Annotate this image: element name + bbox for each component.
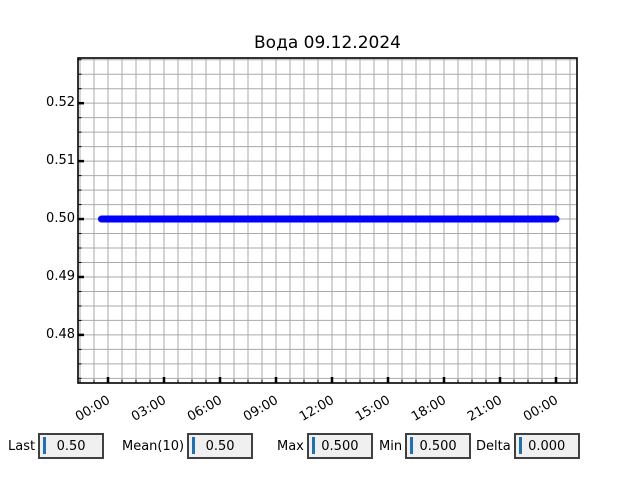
y-tick-label: 0.50 (46, 211, 75, 227)
mean-label: Mean(10) (122, 438, 185, 454)
max-label: Max (277, 438, 304, 454)
delta-value: 0.000 (528, 438, 566, 454)
delta-label: Delta (476, 438, 511, 454)
text-cursor-icon (192, 437, 196, 454)
min-value: 0.500 (419, 438, 457, 454)
stats-bar: Last 0.50 Mean(10) 0.50 Max 0.500 Min (0, 433, 640, 460)
delta-entry[interactable]: 0.000 (513, 433, 580, 459)
last-entry[interactable]: 0.50 (38, 433, 105, 459)
mean-value: 0.50 (205, 438, 235, 454)
stat-group-delta: Delta 0.000 (476, 433, 580, 459)
stat-group-last: Last 0.50 (8, 433, 105, 459)
last-value: 0.50 (56, 438, 86, 454)
last-label: Last (8, 438, 36, 454)
text-cursor-icon (43, 437, 47, 454)
stat-group-mean: Mean(10) 0.50 (122, 433, 254, 459)
y-tick-label: 0.52 (46, 95, 75, 111)
stat-group-max: Max 0.500 (277, 433, 373, 459)
min-entry[interactable]: 0.500 (405, 433, 472, 459)
y-tick-label: 0.48 (46, 326, 75, 342)
mean-entry[interactable]: 0.50 (187, 433, 254, 459)
y-tick-label: 0.51 (46, 153, 75, 169)
max-entry[interactable]: 0.500 (306, 433, 373, 459)
text-cursor-icon (311, 437, 315, 454)
text-cursor-icon (410, 437, 414, 454)
chart-title: Вода 09.12.2024 (254, 33, 401, 53)
stat-group-min: Min 0.500 (379, 433, 472, 459)
y-tick-label: 0.49 (46, 268, 75, 284)
text-cursor-icon (518, 437, 522, 454)
max-value: 0.500 (321, 438, 359, 454)
min-label: Min (379, 438, 403, 454)
